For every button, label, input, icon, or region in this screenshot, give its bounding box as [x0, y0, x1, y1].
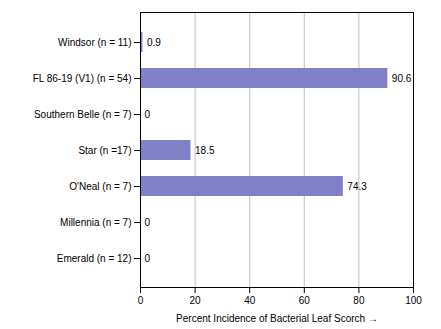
- svg-text:0: 0: [138, 295, 144, 306]
- svg-text:Millennia (n = 7): Millennia (n = 7): [60, 217, 131, 228]
- svg-text:74.3: 74.3: [347, 181, 367, 192]
- svg-text:Southern Belle (n = 7): Southern Belle (n = 7): [34, 109, 132, 120]
- svg-text:Windsor (n = 11): Windsor (n = 11): [58, 37, 131, 48]
- svg-text:Percent Incidence of Bacterial: Percent Incidence of Bacterial Leaf Scor…: [176, 313, 378, 324]
- svg-text:18.5: 18.5: [195, 145, 215, 156]
- svg-text:40: 40: [244, 295, 256, 306]
- svg-text:0: 0: [145, 253, 151, 264]
- svg-text:FL 86-19 (V1) (n = 54): FL 86-19 (V1) (n = 54): [33, 73, 132, 84]
- svg-text:20: 20: [190, 295, 202, 306]
- svg-text:0: 0: [145, 217, 151, 228]
- svg-text:Emerald (n = 12): Emerald (n = 12): [57, 253, 132, 264]
- svg-text:Star (n =17): Star (n =17): [78, 145, 131, 156]
- svg-text:100: 100: [405, 295, 422, 306]
- svg-text:90.6: 90.6: [392, 73, 412, 84]
- svg-text:80: 80: [353, 295, 365, 306]
- svg-text:0.9: 0.9: [147, 37, 161, 48]
- svg-text:0: 0: [145, 109, 151, 120]
- svg-text:O'Neal (n = 7): O'Neal (n = 7): [69, 181, 131, 192]
- svg-text:60: 60: [299, 295, 311, 306]
